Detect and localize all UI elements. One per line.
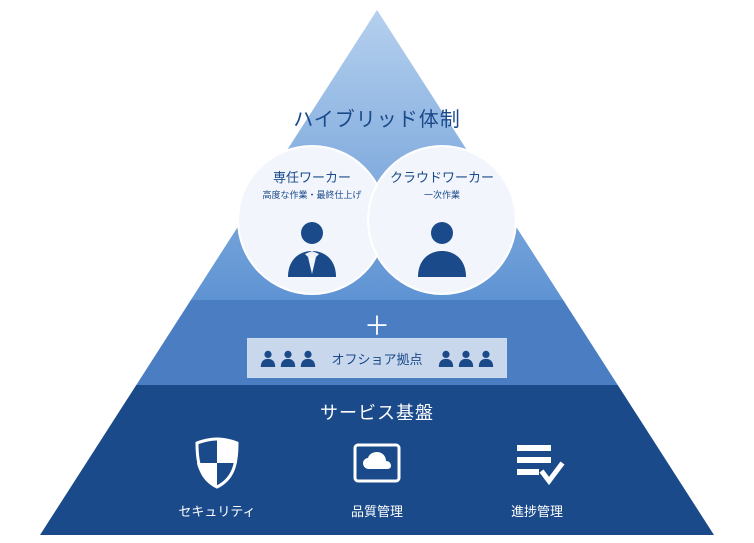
people-group-right-icon: [437, 349, 495, 367]
list-check-icon: [509, 435, 565, 491]
person-icon: [412, 219, 472, 279]
people-group-left-icon: [259, 349, 317, 367]
dedicated-worker-title: 専任ワーカー: [239, 167, 385, 186]
service-label-quality: 品質管理: [322, 501, 432, 520]
service-item-progress: 進捗管理: [482, 435, 592, 520]
service-row: セキュリティ 品質管理 進捗管理: [0, 435, 754, 520]
service-item-security: セキュリティ: [162, 435, 272, 520]
shield-icon: [189, 435, 245, 491]
crowd-worker-title: クラウドワーカー: [369, 167, 515, 186]
service-item-quality: 品質管理: [322, 435, 432, 520]
dedicated-worker-subtitle: 高度な作業・最終仕上げ: [239, 188, 385, 201]
service-label-progress: 進捗管理: [482, 501, 592, 520]
crowd-worker-circle: クラウドワーカー 一次作業: [367, 145, 517, 295]
photo-cloud-icon: [349, 435, 405, 491]
dedicated-worker-circle: 専任ワーカー 高度な作業・最終仕上げ: [237, 145, 387, 295]
hybrid-title: ハイブリッド体制: [0, 103, 754, 132]
offshore-label: オフショア拠点: [331, 349, 422, 368]
venn-diagram: 専任ワーカー 高度な作業・最終仕上げ クラウドワーカー 一次作業: [0, 145, 754, 300]
service-label-security: セキュリティ: [162, 501, 272, 520]
crowd-worker-subtitle: 一次作業: [369, 188, 515, 201]
person-tie-icon: [282, 219, 342, 279]
offshore-box: オフショア拠点: [247, 338, 507, 378]
service-base-title: サービス基盤: [0, 399, 754, 425]
